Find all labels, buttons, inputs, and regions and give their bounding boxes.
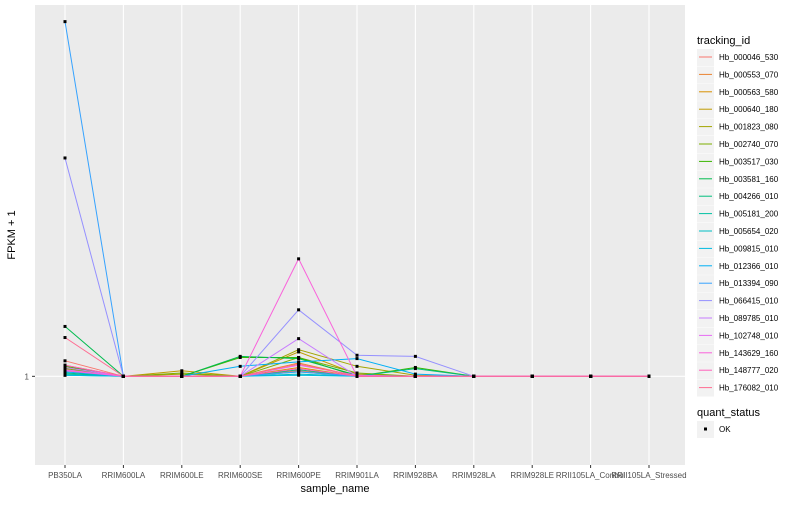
data-point [238,374,242,378]
legend-title: tracking_id [697,35,750,47]
data-point [63,359,67,363]
legend-entry-label: Hb_013394_090 [719,279,779,288]
legend-entry-label: Hb_148777_020 [719,366,779,375]
y-axis-title: FPKM + 1 [6,210,18,259]
plot-panel [35,5,685,465]
data-point [297,362,301,366]
x-tick-label: RRII105LA_Control [556,471,626,480]
legend-entry-label: Hb_143629_160 [719,349,779,358]
data-point [355,364,359,368]
legend-entry-label: Hb_000640_180 [719,105,779,114]
legend-entry-label: Hb_176082_010 [719,384,779,393]
x-tick-labels: PB350LA RRIM600LA RRIM600LE RRIM600SE RRIM60… [48,465,687,480]
legend-key-box [697,118,714,136]
legend-entry-label: Hb_003581_160 [719,175,779,184]
data-point [589,374,593,378]
data-point [297,367,301,371]
data-point [297,360,301,364]
data-point [63,20,67,24]
data-point [63,373,67,377]
legend-entry-label: Hb_102748_010 [719,331,779,340]
shape-legend-title: quant_status [697,407,760,419]
data-point [355,374,359,378]
data-point [180,374,184,378]
x-tick-label: RRIM901LA [335,471,379,480]
x-tick-label: RRII105LA_Stressed [611,471,686,480]
data-point [647,374,651,378]
x-axis-title: sample_name [300,483,369,495]
data-point [297,373,301,377]
data-point [472,374,476,378]
legend-entry-label: Hb_000046_530 [719,53,779,62]
data-point [63,365,67,369]
x-tick-label: PB350LA [48,471,82,480]
x-tick-label: RRIM600SE [218,471,262,480]
data-point [121,374,125,378]
data-point [63,156,67,160]
shape-legend-key-point [704,427,707,431]
legend: Hb_000046_530 Hb_000553_070 Hb_000563_580 H… [697,49,779,397]
data-point [63,324,67,328]
data-point [297,257,301,261]
legend-entry-label: Hb_005654_020 [719,227,779,236]
x-tick-label: RRIM928BA [393,471,438,480]
data-point [297,337,301,341]
data-point [297,348,301,352]
data-point [63,369,67,373]
data-point [413,367,417,371]
legend-entry-label: Hb_009815_010 [719,244,779,253]
data-point [530,374,534,378]
data-point [355,353,359,357]
data-point [297,370,301,374]
data-point [63,336,67,340]
data-point [238,354,242,358]
legend-entry-label: Hb_000563_580 [719,88,779,97]
legend-entry-label: Hb_000553_070 [719,70,779,79]
x-tick-label: RRIM928LE [510,471,554,480]
legend-entry-label: Hb_066415_010 [719,297,779,306]
data-point [413,372,417,376]
y-tick-label: 1 [25,372,30,381]
x-tick-label: RRIM600LA [102,471,146,480]
data-point [297,357,301,361]
data-point [63,363,67,367]
x-tick-label: RRIM600LE [160,471,204,480]
points-layer [63,20,651,378]
x-tick-label: RRIM928LA [452,471,496,480]
y-tick-labels: 1 [25,372,35,381]
data-point [413,354,417,358]
data-point [355,357,359,361]
data-point [238,364,242,368]
legend-entry-label: Hb_012366_010 [719,262,779,271]
data-point [413,374,417,378]
legend-entry-label: Hb_002740_070 [719,140,779,149]
data-point [180,371,184,375]
shape-legend: OK [697,421,731,438]
shape-legend-entry-label: OK [719,425,731,434]
legend-entry-label: Hb_003517_030 [719,157,779,166]
x-tick-label: RRIM600PE [276,471,320,480]
legend-entry-label: Hb_001823_080 [719,123,779,132]
data-point [297,308,301,312]
data-point [297,350,301,354]
legend-entry-label: Hb_089785_010 [719,314,779,323]
data-point [355,371,359,375]
legend-entry-label: Hb_005181_200 [719,210,779,219]
data-point [180,369,184,373]
legend-entry-label: Hb_004266_010 [719,192,779,201]
